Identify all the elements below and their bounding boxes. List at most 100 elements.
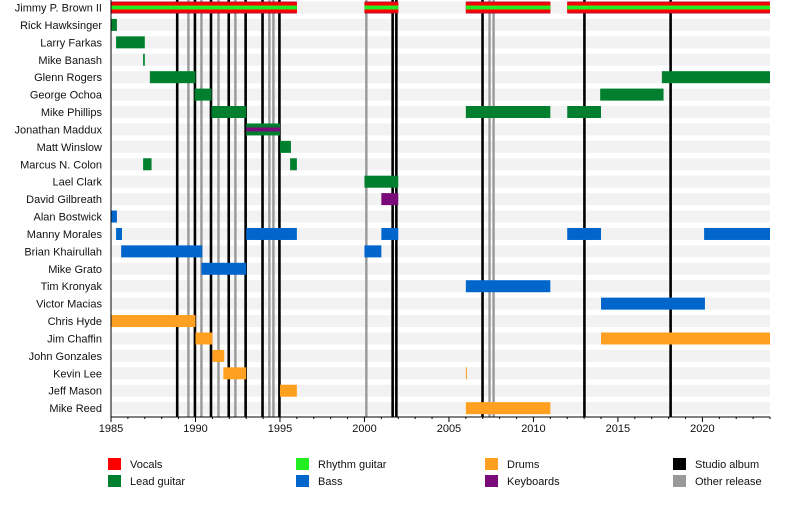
studio-album-line bbox=[244, 0, 247, 417]
legend-swatch bbox=[296, 475, 309, 487]
row-background bbox=[111, 71, 770, 84]
member-name: Chris Hyde bbox=[48, 316, 102, 328]
drums-bar bbox=[601, 332, 770, 345]
row-background bbox=[111, 367, 770, 380]
studio-album-line bbox=[669, 0, 672, 417]
bass-bar bbox=[116, 227, 122, 240]
lead-guitar-bar bbox=[364, 175, 399, 188]
drums-bar bbox=[465, 402, 551, 415]
row-background bbox=[111, 175, 770, 188]
drums-bar bbox=[279, 384, 297, 397]
row-background bbox=[111, 245, 770, 258]
legend-swatch bbox=[108, 475, 121, 487]
row-background bbox=[111, 402, 770, 415]
bass-bar bbox=[246, 227, 297, 240]
x-tick-label: 2005 bbox=[437, 423, 461, 435]
drums-bar bbox=[465, 367, 467, 380]
other-release-line bbox=[234, 0, 237, 417]
x-tick-label: 2015 bbox=[606, 423, 630, 435]
other-release-line bbox=[272, 0, 275, 417]
row-background bbox=[111, 315, 770, 328]
member-labels: Jimmy P. Brown II Rick Hawksinger Larry Fa… bbox=[15, 3, 103, 416]
studio-album-line bbox=[193, 0, 197, 417]
drums-bar bbox=[111, 315, 196, 328]
lead-guitar-bar bbox=[143, 53, 145, 66]
keyboards-stripe bbox=[246, 127, 280, 132]
release-lines bbox=[175, 0, 672, 417]
keyboards-bar bbox=[381, 193, 399, 206]
bass-bar bbox=[465, 280, 551, 293]
other-release-line bbox=[200, 0, 203, 417]
member-name: Alan Bostwick bbox=[34, 212, 103, 224]
legend-label: Studio album bbox=[695, 459, 759, 471]
rhythm-guitar-stripe bbox=[364, 5, 399, 10]
rhythm-guitar-stripe bbox=[465, 5, 551, 10]
studio-album-line bbox=[391, 0, 394, 417]
lead-guitar-bar bbox=[290, 158, 297, 171]
member-name: Jim Chaffin bbox=[47, 333, 102, 345]
rhythm-guitar-stripe bbox=[111, 5, 297, 10]
member-name: Victor Macias bbox=[36, 299, 102, 311]
drums-bar bbox=[195, 332, 213, 345]
other-release-line bbox=[268, 0, 271, 417]
drums-bar bbox=[212, 349, 225, 362]
member-name: Mike Grato bbox=[48, 264, 102, 276]
member-name: Jonathan Maddux bbox=[15, 124, 103, 136]
studio-album-line bbox=[209, 0, 213, 417]
other-release-line bbox=[187, 0, 190, 417]
lead-guitar-bar bbox=[111, 18, 117, 31]
lead-guitar-bar bbox=[194, 88, 212, 101]
drums-bar bbox=[223, 367, 247, 380]
member-name: Mike Phillips bbox=[41, 107, 103, 119]
bass-bar bbox=[364, 245, 382, 258]
bass-bar bbox=[201, 262, 247, 275]
bass-bar bbox=[111, 210, 117, 223]
member-name: Larry Farkas bbox=[40, 37, 102, 49]
member-name: Rick Hawksinger bbox=[20, 20, 102, 32]
bass-bar bbox=[601, 297, 705, 310]
other-release-line bbox=[492, 0, 495, 417]
member-name: Jimmy P. Brown II bbox=[15, 3, 102, 15]
legend-label: Lead guitar bbox=[130, 476, 185, 488]
row-background bbox=[111, 262, 770, 275]
row-background bbox=[111, 280, 770, 293]
lead-guitar-bar bbox=[116, 36, 145, 49]
legend-label: Keyboards bbox=[507, 476, 560, 488]
lead-guitar-bar bbox=[279, 140, 291, 153]
member-name: Mike Banash bbox=[38, 55, 102, 67]
row-background bbox=[111, 158, 770, 171]
member-name: Lael Clark bbox=[52, 177, 102, 189]
member-name: Marcus N. Colon bbox=[20, 159, 102, 171]
legend-label: Vocals bbox=[130, 459, 163, 471]
member-name: Manny Morales bbox=[27, 229, 103, 241]
legend: Vocals Lead guitar Rhythm guitar Bass Drums K… bbox=[108, 458, 762, 488]
lead-guitar-bar bbox=[600, 88, 664, 101]
legend-swatch bbox=[485, 458, 498, 470]
legend-swatch bbox=[296, 458, 309, 470]
bass-bar bbox=[121, 245, 203, 258]
lead-guitar-bar bbox=[149, 71, 196, 84]
lead-guitar-bar bbox=[567, 106, 602, 119]
legend-swatch bbox=[673, 475, 686, 487]
studio-album-line bbox=[583, 0, 586, 417]
legend-label: Other release bbox=[695, 476, 762, 488]
member-name: Kevin Lee bbox=[53, 368, 102, 380]
legend-swatch bbox=[485, 475, 498, 487]
x-tick-label: 1995 bbox=[268, 423, 292, 435]
legend-label: Rhythm guitar bbox=[318, 459, 387, 471]
row-background bbox=[111, 384, 770, 397]
lead-guitar-bar bbox=[465, 106, 551, 119]
other-release-line bbox=[488, 0, 491, 417]
member-bars bbox=[111, 1, 770, 415]
member-name: John Gonzales bbox=[29, 351, 103, 363]
legend-swatch bbox=[108, 458, 121, 470]
member-name: David Gilbreath bbox=[26, 194, 102, 206]
lead-guitar-bar bbox=[211, 106, 247, 119]
studio-album-line bbox=[261, 0, 264, 417]
x-tick-label: 2010 bbox=[521, 423, 545, 435]
lead-guitar-bar bbox=[661, 71, 770, 84]
x-tick-label: 1990 bbox=[183, 423, 207, 435]
row-background bbox=[111, 106, 770, 119]
member-name: Glenn Rogers bbox=[34, 72, 102, 84]
